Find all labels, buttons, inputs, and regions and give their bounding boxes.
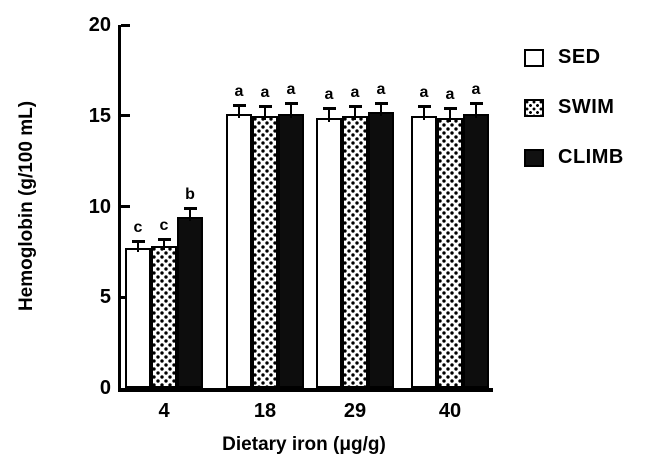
significance-letter: c (133, 218, 143, 236)
y-tick-label: 0 (99, 377, 111, 399)
error-bar-stem (380, 104, 382, 117)
y-tick-label: 5 (99, 286, 111, 309)
y-axis-title: Hemoglobin (g/100 mL) (16, 100, 37, 312)
error-bar-stem (290, 104, 292, 118)
error-bar-cap (232, 103, 246, 107)
error-bar-cap (157, 237, 171, 241)
significance-letter: a (471, 80, 481, 98)
error-bar-stem (423, 108, 425, 120)
bar-sed-29 (316, 117, 342, 388)
y-tick-label: 10 (88, 195, 111, 218)
legend-item-climb: CLIMB (524, 146, 624, 169)
error-bar-stem (328, 110, 330, 122)
error-bar-cap (348, 105, 362, 109)
error-bar-cap (183, 207, 197, 211)
bar-climb-18 (278, 113, 304, 388)
error-bar-cap (284, 101, 298, 105)
error-bar-stem (189, 210, 191, 222)
y-tick-label: 15 (88, 104, 111, 127)
bar-swim-18 (252, 115, 278, 388)
significance-letter: a (234, 82, 244, 100)
error-bar-stem (475, 104, 477, 118)
legend-item-swim: SWIM (524, 96, 624, 119)
x-tick-label: 18 (253, 400, 277, 422)
error-bar-stem (163, 240, 165, 251)
y-axis-tick (121, 205, 130, 208)
y-axis-tick (121, 23, 130, 27)
legend: SED SWIM CLIMB (524, 46, 624, 196)
climb-swatch-icon (524, 148, 544, 167)
significance-letter: a (445, 86, 455, 104)
bar-swim-40 (437, 117, 463, 388)
error-bar-stem (354, 108, 356, 120)
bar-climb-4 (177, 217, 203, 388)
bar-sed-40 (411, 115, 437, 388)
legend-label: SWIM (558, 96, 615, 118)
significance-letter: c (159, 216, 169, 234)
error-bar-cap (443, 107, 457, 111)
bar-sed-18 (226, 113, 252, 388)
x-tick-label: 29 (343, 400, 367, 422)
bar-swim-4 (151, 246, 177, 388)
plot-area: 0 5 10 15 20 4 18 29 40 c c b a a a a a a a a a (89, 14, 493, 422)
legend-label: CLIMB (558, 146, 624, 168)
sed-swatch-icon (524, 48, 544, 67)
error-bar-cap (469, 101, 483, 105)
error-bar-cap (374, 101, 388, 105)
error-bar-stem (238, 106, 240, 118)
significance-letter: a (419, 84, 429, 102)
error-bar-cap (131, 239, 145, 243)
legend-item-sed: SED (524, 46, 624, 69)
legend-label: SED (558, 46, 601, 68)
x-axis-title: Dietary iron (μg/g) (222, 434, 386, 455)
significance-letter: b (185, 186, 195, 204)
error-bar-cap (417, 105, 431, 109)
x-tick-label: 4 (158, 400, 170, 422)
error-bar-stem (449, 110, 451, 122)
significance-letter: a (324, 86, 334, 104)
error-bar-cap (258, 105, 272, 109)
significance-letter: a (376, 80, 386, 98)
error-bar-cap (322, 107, 336, 111)
bar-climb-29 (368, 112, 394, 388)
bar-sed-4 (125, 248, 151, 388)
x-tick-label: 40 (438, 400, 462, 422)
bar-climb-40 (463, 113, 489, 388)
bar-swim-29 (342, 115, 368, 388)
significance-letter: a (350, 84, 360, 102)
y-axis-tick (121, 114, 130, 118)
error-bar-stem (264, 108, 266, 120)
y-tick-label: 20 (88, 14, 111, 36)
swim-swatch-icon (524, 98, 544, 117)
significance-letter: a (260, 84, 270, 102)
significance-letter: a (286, 80, 296, 98)
error-bar-stem (137, 242, 139, 253)
